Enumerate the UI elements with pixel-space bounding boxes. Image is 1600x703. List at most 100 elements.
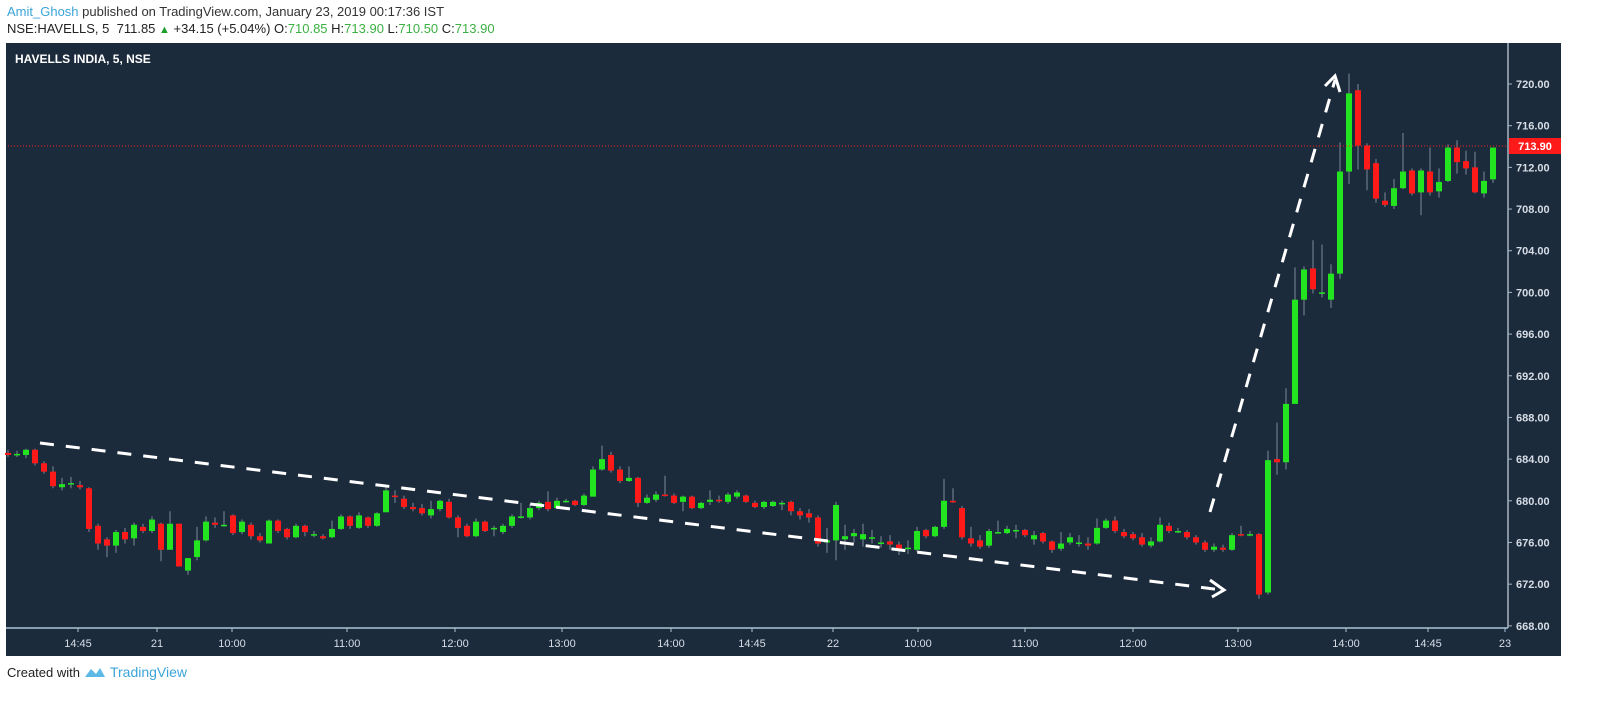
candle-body-up xyxy=(860,534,866,540)
candle xyxy=(1301,266,1307,316)
candle-body-down xyxy=(689,496,695,509)
candle-body-down xyxy=(1382,200,1388,205)
candle-body-down xyxy=(464,525,470,537)
candle xyxy=(158,522,164,562)
candle xyxy=(518,502,524,519)
chart-background xyxy=(6,43,1561,656)
candle-body-up xyxy=(707,499,713,502)
author-link[interactable]: Amit_Ghosh xyxy=(7,4,79,19)
candle-body-up xyxy=(1148,541,1154,546)
candle xyxy=(329,520,335,539)
candlestick-chart[interactable]: HAVELLS INDIA, 5, NSE 720.00 716.00 712.00… xyxy=(0,0,1600,660)
candle xyxy=(248,522,254,540)
candle-body-down xyxy=(347,516,353,526)
candle xyxy=(797,508,803,520)
price-tick-label: 680.00 xyxy=(1516,496,1550,508)
price-tick-label: 704.00 xyxy=(1516,246,1550,258)
candle xyxy=(1013,524,1019,539)
candle-body-down xyxy=(1139,537,1145,545)
candle-body-down xyxy=(482,521,488,532)
candle xyxy=(977,535,983,549)
candle-body-up xyxy=(581,495,587,505)
candle xyxy=(1139,533,1145,547)
candle xyxy=(1004,525,1010,535)
candle xyxy=(1283,388,1289,470)
candle-body-down xyxy=(257,536,263,541)
candle xyxy=(1463,150,1469,175)
time-axis[interactable]: 14:45 21 10:00 11:00 12:00 13:00 14:00 14:45 22 1… xyxy=(64,628,1511,650)
time-tick-label: 11:00 xyxy=(334,638,361,650)
candle-body-up xyxy=(833,504,839,541)
candle-body-down xyxy=(635,477,641,503)
candle-body-up xyxy=(338,516,344,529)
candle-body-down xyxy=(1085,543,1091,546)
candle xyxy=(851,528,857,543)
candle xyxy=(1184,529,1190,540)
candle xyxy=(842,524,848,550)
candle xyxy=(761,500,767,510)
high-value: 713.90 xyxy=(344,21,384,36)
candle-body-down xyxy=(797,511,803,516)
candle-body-down xyxy=(752,502,758,508)
candle-body-up xyxy=(59,484,65,488)
price-tick-label: 712.00 xyxy=(1516,162,1550,174)
candle-body-down xyxy=(41,463,47,472)
time-tick-label: 14:00 xyxy=(657,638,685,650)
candle xyxy=(311,531,317,538)
candle-body-down xyxy=(1112,520,1118,532)
time-tick-label: 13:00 xyxy=(1224,638,1252,650)
candle-body-up xyxy=(1211,546,1217,550)
candle xyxy=(284,527,290,540)
candle xyxy=(185,558,191,575)
candle-body-up xyxy=(1076,542,1082,544)
candle-body-up xyxy=(986,531,992,546)
candle-body-up xyxy=(905,547,911,550)
price-axis[interactable]: 720.00 716.00 712.00 708.00 704.00 700.00 696.… xyxy=(1508,79,1550,633)
candle-body-up xyxy=(914,531,920,550)
candle xyxy=(905,540,911,554)
price-tick-label: 696.00 xyxy=(1516,329,1550,341)
candle xyxy=(1076,535,1082,547)
created-with-text: Created with xyxy=(7,664,80,680)
candle xyxy=(941,478,947,529)
candle-body-down xyxy=(617,469,623,482)
candle-body-down xyxy=(1355,90,1361,146)
candle-body-down xyxy=(410,507,416,510)
tradingview-logo-icon[interactable] xyxy=(84,665,106,679)
candle xyxy=(1418,168,1424,216)
candle xyxy=(563,498,569,503)
time-tick-label: 14:45 xyxy=(1414,638,1442,650)
publish-info: Amit_Ghosh published on TradingView.com,… xyxy=(7,4,444,19)
candle-body-up xyxy=(14,453,20,456)
candle xyxy=(860,523,866,547)
candle-body-up xyxy=(1481,180,1487,194)
candle-body-up xyxy=(1067,537,1073,543)
candle-body-down xyxy=(1256,534,1262,595)
price-change: +34.15 (+5.04%) xyxy=(173,21,271,36)
candle-body-up xyxy=(1301,269,1307,300)
candle xyxy=(1346,73,1352,185)
candle xyxy=(509,514,515,528)
time-tick-label: 14:45 xyxy=(738,638,766,650)
down-arrow-head-icon xyxy=(1209,578,1227,599)
price-tick-label: 668.00 xyxy=(1516,621,1550,633)
candle-body-up xyxy=(1400,171,1406,189)
candle-body-down xyxy=(977,540,983,547)
open-label: O: xyxy=(274,21,288,36)
tradingview-link[interactable]: TradingView xyxy=(109,664,188,680)
candle xyxy=(1202,540,1208,552)
candle xyxy=(212,517,218,528)
candle xyxy=(176,523,182,567)
candle xyxy=(779,500,785,511)
candle xyxy=(1112,516,1118,534)
candle-body-up xyxy=(1346,93,1352,172)
candle xyxy=(1103,518,1109,529)
candle xyxy=(95,523,101,550)
candle xyxy=(986,528,992,548)
candle xyxy=(68,476,74,489)
price-tick-label: 692.00 xyxy=(1516,371,1550,383)
candle xyxy=(275,519,281,534)
candle xyxy=(104,537,110,558)
candle xyxy=(1400,132,1406,190)
candle xyxy=(347,515,353,529)
